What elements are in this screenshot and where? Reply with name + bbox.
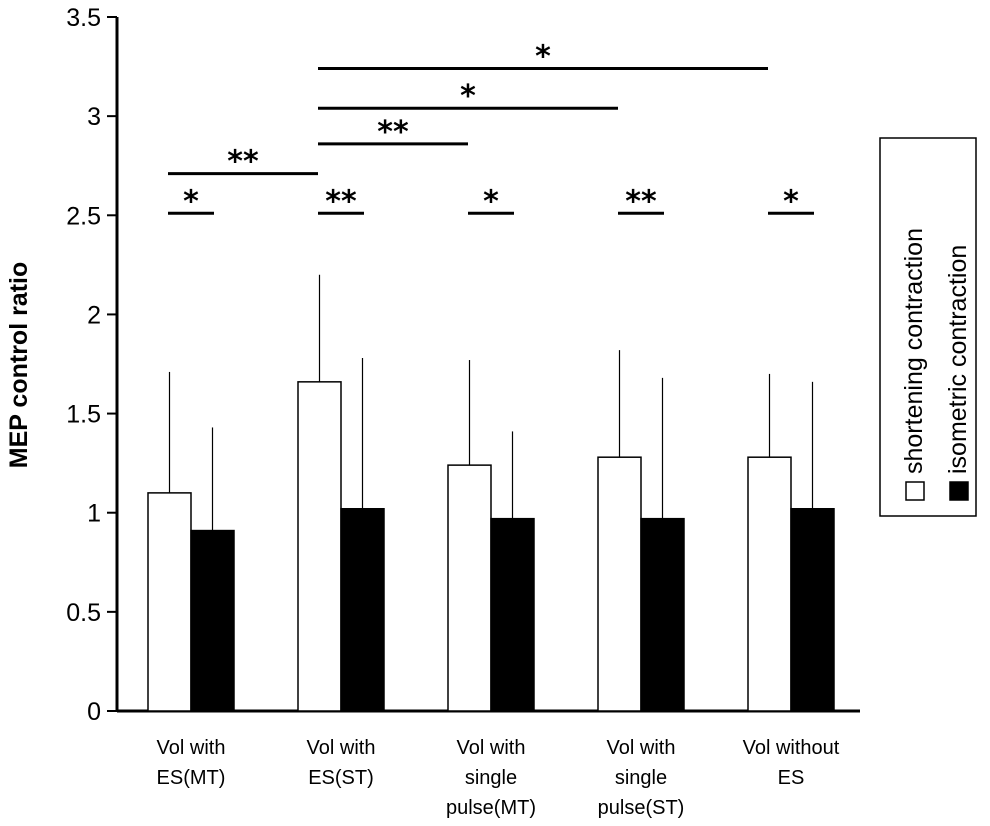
significance-star: ** [227,145,259,180]
bar-shortening [747,456,792,712]
bar-isometric [640,517,685,712]
x-category-label: pulse(MT) [446,797,536,819]
x-category-label: Vol with [607,737,676,759]
legend-label-isometric: isometric contraction [944,245,972,474]
y-axis-title: MEP control ratio [5,262,33,469]
y-tick-label: 2.5 [66,202,101,230]
y-tick-label: 0 [87,698,101,726]
y-tick-label: 3 [87,103,101,131]
significance-star: * [535,40,551,75]
legend-label-shortening: shortening contraction [900,228,928,474]
x-category-label: pulse(ST) [598,797,685,819]
x-category-label: ES(MT) [157,767,226,789]
x-category-label: Vol with [157,737,226,759]
y-tick-label: 1 [87,500,101,528]
y-axis: 0 0.5 1 1.5 2 2.5 3 3.5 [66,4,860,726]
significance-markers: * ** * ** ******* [168,40,814,219]
bars [147,381,835,712]
significance-star: * [460,79,476,114]
x-category-label: ES [778,767,805,789]
bar-isometric [490,517,535,712]
x-axis-labels: Vol with ES(MT) Vol with ES(ST) Vol with sing… [157,737,840,819]
x-category-label: Vol without [743,737,840,759]
legend-swatch-shortening [905,481,925,501]
bar-shortening [597,456,642,712]
bar-shortening [297,381,342,712]
significance-star: * [183,184,199,219]
y-tick-label: 3.5 [66,4,101,32]
significance-star: ** [377,115,409,150]
legend: shortening contraction isometric contrac… [879,137,977,517]
legend-swatch-isometric [949,481,969,501]
y-tick-label: 1.5 [66,401,101,429]
significance-star: * [483,184,499,219]
significance-star: ** [625,184,657,219]
bar-shortening [447,464,492,712]
bar-isometric [190,529,235,712]
error-bars [168,274,814,531]
y-tick-label: 2 [87,301,101,329]
bar-isometric [340,507,385,712]
x-category-label: Vol with [457,737,526,759]
bar-isometric [790,507,835,712]
significance-star: * [783,184,799,219]
y-tick-label: 0.5 [66,599,101,627]
x-category-label: single [465,767,517,789]
legend-box [879,137,977,517]
significance-star: ** [325,184,357,219]
x-category-label: ES(ST) [308,767,374,789]
bar-shortening [147,492,192,712]
x-category-label: Vol with [307,737,376,759]
x-category-label: single [615,767,667,789]
